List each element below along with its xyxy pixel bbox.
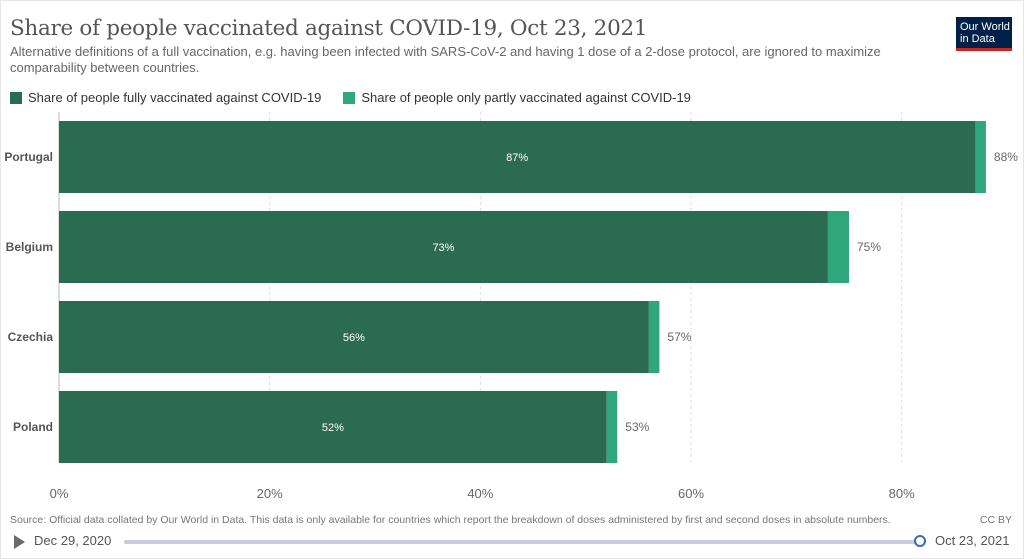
bar-partly-vaccinated (648, 301, 660, 373)
bar-total-label: 57% (667, 330, 691, 344)
x-tick-label: 80% (889, 486, 915, 501)
bar-value-label: 52% (322, 422, 344, 434)
legend: Share of people fully vaccinated against… (10, 90, 713, 105)
bar-fully-vaccinated (59, 121, 976, 193)
bar-total-label: 75% (857, 240, 881, 254)
source-note: Source: Official data collated by Our Wo… (10, 514, 891, 526)
bar-fully-vaccinated (59, 391, 607, 463)
chart-title: Share of people vaccinated against COVID… (10, 16, 648, 41)
chart-subtitle: Alternative definitions of a full vaccin… (10, 44, 881, 75)
logo-line-2: in Data (960, 33, 995, 45)
legend-label-partly: Share of people only partly vaccinated a… (361, 90, 691, 105)
timeline-start-date[interactable]: Dec 29, 2020 (34, 533, 112, 548)
legend-item-partly[interactable]: Share of people only partly vaccinated a… (343, 90, 691, 105)
bar-partly-vaccinated (975, 121, 986, 193)
legend-swatch-fully (10, 91, 22, 104)
legend-label-fully: Share of people fully vaccinated against… (28, 90, 322, 105)
timeline-track[interactable] (124, 540, 924, 544)
category-label: Czechia (8, 330, 54, 344)
timeline-track-fill (124, 540, 924, 544)
bar-fully-vaccinated (59, 211, 828, 283)
bar-fully-vaccinated (59, 301, 649, 373)
timeline-handle[interactable] (914, 535, 926, 547)
legend-item-fully[interactable]: Share of people fully vaccinated against… (10, 90, 321, 105)
legend-swatch-partly (343, 91, 356, 104)
bar-partly-vaccinated (606, 391, 618, 463)
category-label: Poland (13, 420, 53, 434)
bar-total-label: 53% (625, 420, 649, 434)
x-tick-label: 40% (467, 486, 493, 501)
license-label[interactable]: CC BY (979, 514, 1012, 526)
timeline-end-date[interactable]: Oct 23, 2021 (935, 533, 1010, 548)
bar-value-label: 87% (506, 152, 528, 164)
x-tick-label: 0% (50, 486, 69, 501)
bar-value-label: 73% (432, 242, 454, 254)
x-tick-label: 20% (257, 486, 283, 501)
category-label: Portugal (4, 150, 53, 164)
bar-value-label: 56% (343, 332, 365, 344)
play-icon[interactable] (14, 535, 25, 549)
logo-line-1: Our World (960, 21, 1010, 33)
bar-chart: 0% 20% 40% 60% 80% Portugal 87% 88% Belgium 73% 75… (4, 112, 1018, 501)
x-tick-label: 60% (678, 486, 704, 501)
owid-logo[interactable]: Our World in Data (956, 17, 1012, 51)
category-label: Belgium (6, 240, 53, 254)
bar-total-label: 88% (994, 150, 1018, 164)
bar-partly-vaccinated (827, 211, 849, 283)
timeline: Dec 29, 2020 Oct 23, 2021 (0, 532, 1024, 554)
